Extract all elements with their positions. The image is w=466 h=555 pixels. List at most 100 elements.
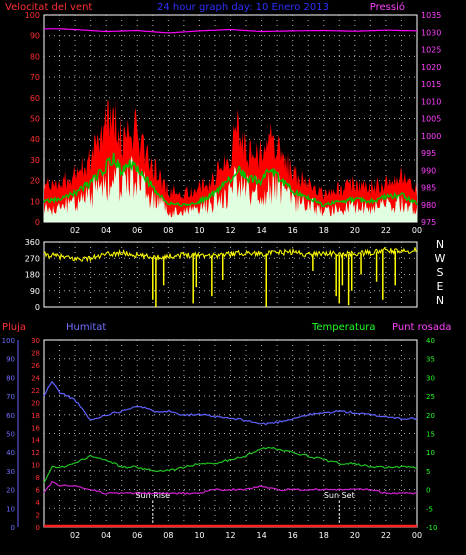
y-tick-label: 4 xyxy=(36,499,41,507)
y-tick-label: 360 xyxy=(25,238,40,247)
y-tick-label: 10 xyxy=(426,449,435,457)
y-tick-label: 1030 xyxy=(421,28,441,37)
compass-label: E xyxy=(437,280,444,293)
x-tick-label: 20 xyxy=(350,531,360,540)
y-tick-label: 995 xyxy=(421,149,436,158)
x-tick-label: 08 xyxy=(163,531,173,540)
y-tick-label: 40 xyxy=(6,449,15,457)
y-tick-label: 80 xyxy=(30,52,40,61)
y-tick-label: 90 xyxy=(6,356,15,364)
y-tick-label: 10 xyxy=(30,197,40,206)
y-tick-label: 18 xyxy=(31,412,40,420)
humidity-line xyxy=(43,380,418,426)
y-tick-label: 20 xyxy=(31,399,40,407)
y-tick-label: 90 xyxy=(30,32,40,41)
x-tick-label: 16 xyxy=(288,531,298,540)
y-tick-label: 1035 xyxy=(421,11,441,20)
y-tick-label: 1025 xyxy=(421,46,441,55)
y-tick-label: 100 xyxy=(2,337,15,345)
rain-axis-title: Pluja xyxy=(2,322,26,333)
y-tick-label: 80 xyxy=(6,374,15,382)
y-tick-label: 0 xyxy=(35,218,40,227)
x-tick-label: 04 xyxy=(101,226,111,235)
x-tick-label: 14 xyxy=(256,226,266,235)
x-tick-label: 00 xyxy=(412,531,422,540)
y-tick-label: 50 xyxy=(6,431,15,439)
y-tick-label: 40 xyxy=(426,337,435,345)
y-tick-label: 30 xyxy=(31,337,40,345)
sun-label: Sun Rise xyxy=(135,491,170,500)
y-tick-label: 5 xyxy=(426,468,430,476)
y-tick-label: 975 xyxy=(421,218,436,227)
y-tick-label: 60 xyxy=(30,94,40,103)
temperature-axis-title: Temperatura xyxy=(311,322,376,333)
y-tick-label: 24 xyxy=(31,374,40,382)
x-tick-label: 08 xyxy=(163,226,173,235)
compass-label: N xyxy=(436,294,444,307)
x-tick-label: 06 xyxy=(132,531,142,540)
x-tick-label: 10 xyxy=(194,531,204,540)
x-tick-label: 14 xyxy=(256,531,266,540)
wind-area xyxy=(44,155,417,222)
y-tick-label: 30 xyxy=(426,374,435,382)
y-tick-label: 1015 xyxy=(421,80,441,89)
compass-label: W xyxy=(435,252,446,265)
temperature-line xyxy=(43,446,418,483)
x-tick-label: 16 xyxy=(288,226,298,235)
y-tick-label: 100 xyxy=(25,11,40,20)
y-tick-label: 990 xyxy=(421,166,436,175)
chart-title: 24 hour graph day: 10 Enero 2013 xyxy=(157,2,329,13)
y-tick-label: 180 xyxy=(25,271,40,280)
y-tick-label: 12 xyxy=(31,449,40,457)
x-tick-label: 18 xyxy=(319,531,329,540)
y-tick-label: 20 xyxy=(426,412,435,420)
y-tick-label: 0 xyxy=(35,303,40,312)
x-tick-label: 04 xyxy=(101,531,111,540)
x-tick-label: 22 xyxy=(381,226,391,235)
x-tick-label: 12 xyxy=(225,226,235,235)
y-tick-label: 50 xyxy=(30,115,40,124)
y-tick-label: 980 xyxy=(421,201,436,210)
y-tick-label: 1020 xyxy=(421,63,441,72)
y-tick-label: 15 xyxy=(426,431,435,439)
y-tick-label: 30 xyxy=(6,468,15,476)
y-tick-label: 20 xyxy=(6,487,15,495)
x-tick-label: 10 xyxy=(194,226,204,235)
humidity-axis-title: Humitat xyxy=(66,322,106,333)
right-axis-title: Pressió xyxy=(370,1,405,13)
y-tick-label: 985 xyxy=(421,184,436,193)
x-tick-label: 22 xyxy=(381,531,391,540)
y-tick-label: 14 xyxy=(31,437,40,445)
direction-line xyxy=(43,246,418,263)
x-tick-label: 06 xyxy=(132,226,142,235)
y-tick-label: 26 xyxy=(31,362,40,370)
y-tick-label: 10 xyxy=(6,505,15,513)
y-tick-label: 2 xyxy=(36,512,40,520)
y-tick-label: 35 xyxy=(426,356,435,364)
y-tick-label: 270 xyxy=(25,254,40,263)
x-tick-label: 20 xyxy=(350,226,360,235)
y-tick-label: 70 xyxy=(6,393,15,401)
x-tick-label: 12 xyxy=(225,531,235,540)
x-tick-label: 02 xyxy=(70,531,80,540)
y-tick-label: 25 xyxy=(426,393,435,401)
y-tick-label: 10 xyxy=(31,462,40,470)
y-tick-label: 40 xyxy=(30,135,40,144)
x-tick-label: 18 xyxy=(319,226,329,235)
sun-label: Sun Set xyxy=(324,491,355,500)
y-tick-label: 0 xyxy=(426,487,430,495)
y-tick-label: 70 xyxy=(30,73,40,82)
y-tick-label: 16 xyxy=(31,424,40,432)
y-tick-label: 1010 xyxy=(421,97,441,106)
dewpoint-line xyxy=(43,480,418,495)
pressure-line xyxy=(44,28,418,34)
compass-label: S xyxy=(437,266,444,279)
x-tick-label: 02 xyxy=(70,226,80,235)
wind-pressure-panel: Velocitat del vent 24 hour graph day: 10 … xyxy=(5,1,441,235)
y-tick-label: 90 xyxy=(30,287,40,296)
y-tick-label: 20 xyxy=(30,177,40,186)
avg-wind-line xyxy=(43,152,418,208)
y-tick-label: 1005 xyxy=(421,115,441,124)
y-tick-label: 60 xyxy=(6,412,15,420)
